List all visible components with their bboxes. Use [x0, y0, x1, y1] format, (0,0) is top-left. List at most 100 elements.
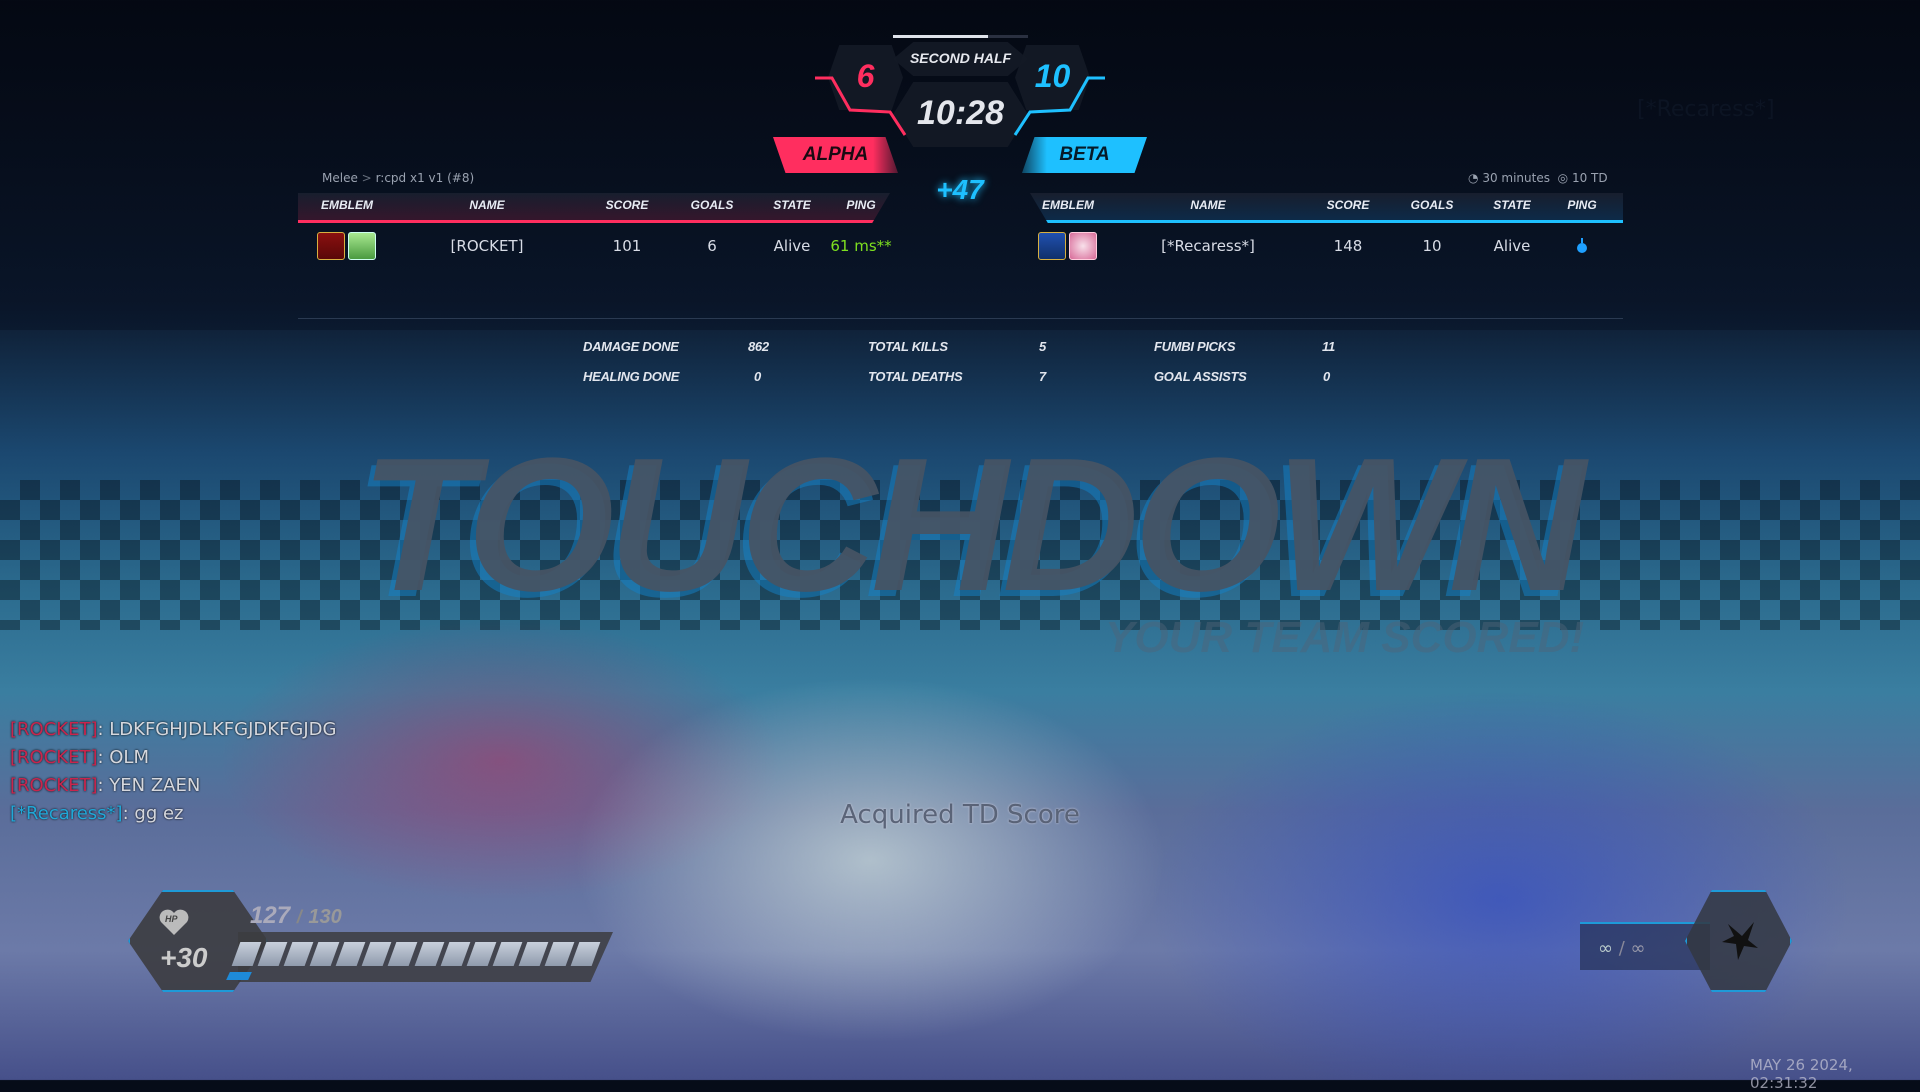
ammo-widget: ∞ / ∞ — [1580, 890, 1792, 992]
alpha-col-emblem: EMBLEM — [321, 198, 373, 212]
connection-icon — [1577, 238, 1587, 253]
hp-bonus: +30 — [160, 942, 208, 973]
team-bracket-lines — [815, 76, 1105, 136]
hp-readout: 127 / 130 — [250, 902, 342, 929]
hp-label: HP — [165, 914, 178, 924]
player-goals: 10 — [1422, 237, 1442, 255]
beta-col-ping: PING — [1567, 198, 1597, 212]
timestamp: MAY 26 2024, 02:31:32 — [1750, 1056, 1853, 1092]
alpha-col-goals: GOALS — [690, 198, 734, 212]
breadcrumb: Melee > r:cpd x1 v1 (#8) — [322, 171, 474, 185]
chat-message: [ROCKET]: YEN ZAEN — [10, 775, 201, 796]
stat-label: TOTAL DEATHS — [868, 369, 963, 384]
player-state: Alive — [773, 237, 811, 255]
stat-value: 7 — [1039, 369, 1046, 384]
timer-panel — [893, 82, 1028, 147]
alpha-col-state: STATE — [773, 198, 811, 212]
clock-icon: ◔ — [1468, 171, 1479, 185]
beta-score: 10 — [1034, 58, 1071, 94]
hp-max: 130 — [308, 906, 342, 928]
beta-col-state: STATE — [1493, 198, 1531, 212]
stat-label: FUMBI PICKS — [1154, 339, 1236, 354]
checker-background — [0, 480, 1920, 630]
stat-label: GOAL ASSISTS — [1154, 369, 1247, 384]
hp-segment — [466, 942, 497, 966]
hp-segment — [518, 942, 549, 966]
stat-value: 5 — [1039, 339, 1046, 354]
player-score: 101 — [612, 237, 642, 255]
hp-segment — [414, 942, 444, 966]
beta-team-badge: BETA — [1022, 137, 1147, 173]
hp-segment — [440, 942, 471, 966]
breadcrumb-room: r:cpd x1 v1 (#8) — [375, 171, 475, 185]
time-limit: 30 minutes — [1482, 171, 1550, 185]
breadcrumb-mode: Melee — [322, 171, 358, 185]
badge-emblem-icon — [1069, 232, 1097, 260]
alpha-header-bar — [298, 193, 890, 223]
stat-value: 0 — [754, 369, 761, 384]
rank-emblem-icon — [317, 232, 345, 260]
beta-col-emblem: EMBLEM — [1042, 198, 1094, 212]
player-score: 148 — [1333, 237, 1363, 255]
stats-divider — [298, 318, 1623, 319]
ammo-max: ∞ — [1630, 938, 1646, 959]
ammo-current: ∞ — [1598, 938, 1613, 959]
hp-segment — [388, 942, 418, 966]
hp-segment — [309, 942, 340, 966]
player-ping: 61 ms** — [830, 237, 892, 255]
match-timer: 10:28 — [917, 94, 1004, 132]
player-tag-overhead: [*Recaress*] — [1637, 97, 1775, 122]
acquired-notice: Acquired TD Score — [840, 800, 1080, 830]
hp-segment — [570, 942, 601, 966]
hp-segment — [283, 942, 314, 966]
hp-widget: HP +30 127 / 130 — [128, 890, 613, 992]
rank-emblem-icon — [1038, 232, 1066, 260]
beta-col-score: SCORE — [1326, 198, 1370, 212]
heart-icon — [159, 909, 189, 935]
badge-emblem-icon — [348, 232, 376, 260]
half-panel — [893, 42, 1028, 76]
alpha-team-badge: ALPHA — [773, 137, 898, 173]
goal-limit: 10 TD — [1571, 171, 1608, 185]
player-name[interactable]: [*Recaress*] — [1161, 237, 1255, 255]
player-goals: 6 — [707, 237, 717, 255]
ammo-readout: ∞ / ∞ — [1598, 938, 1646, 959]
hp-segment — [335, 942, 366, 966]
chat-message: [ROCKET]: OLM — [10, 747, 149, 768]
alpha-col-ping: PING — [846, 198, 876, 212]
stat-value: 862 — [748, 339, 769, 354]
player-state: Alive — [1493, 237, 1531, 255]
target-icon: ◎ — [1557, 171, 1569, 185]
player-name[interactable]: [ROCKET] — [450, 237, 524, 255]
shield-bar — [226, 972, 252, 980]
alpha-col-score: SCORE — [605, 198, 649, 212]
hp-segment — [492, 942, 523, 966]
alpha-score-panel — [828, 45, 903, 110]
hp-segment — [231, 942, 262, 966]
hp-current: 127 — [250, 902, 291, 929]
stat-label: HEALING DONE — [583, 369, 680, 384]
alpha-col-name: NAME — [469, 198, 505, 212]
stat-label: DAMAGE DONE — [583, 339, 679, 354]
touchdown-banner: TOUCHDOWN — [360, 419, 1586, 631]
beta-col-name: NAME — [1190, 198, 1226, 212]
beta-header-bar — [1030, 193, 1623, 223]
beta-col-goals: GOALS — [1410, 198, 1454, 212]
alpha-score: 6 — [856, 58, 875, 94]
breadcrumb-separator: > — [361, 171, 372, 185]
stat-label: TOTAL KILLS — [868, 339, 948, 354]
hp-segment — [362, 942, 392, 966]
stat-value: 0 — [1323, 369, 1330, 384]
hp-segment — [257, 942, 288, 966]
stat-value: 11 — [1322, 339, 1335, 354]
chat-message: [ROCKET]: LDKFGHJDLKFGJDKFGJDG — [10, 719, 337, 740]
match-rules: ◔ 30 minutes ◎ 10 TD — [1468, 171, 1608, 185]
weapon-claw-icon — [1722, 922, 1758, 960]
hp-segment — [544, 942, 575, 966]
half-label: SECOND HALF — [909, 50, 1012, 66]
chat-message: [*Recaress*]: gg ez — [10, 803, 184, 824]
score-difference: +47 — [936, 174, 984, 205]
half-progress — [893, 35, 1028, 38]
team-scored-subtitle: YOUR TEAM SCORED! — [1105, 613, 1585, 662]
hp-bar — [231, 942, 601, 966]
